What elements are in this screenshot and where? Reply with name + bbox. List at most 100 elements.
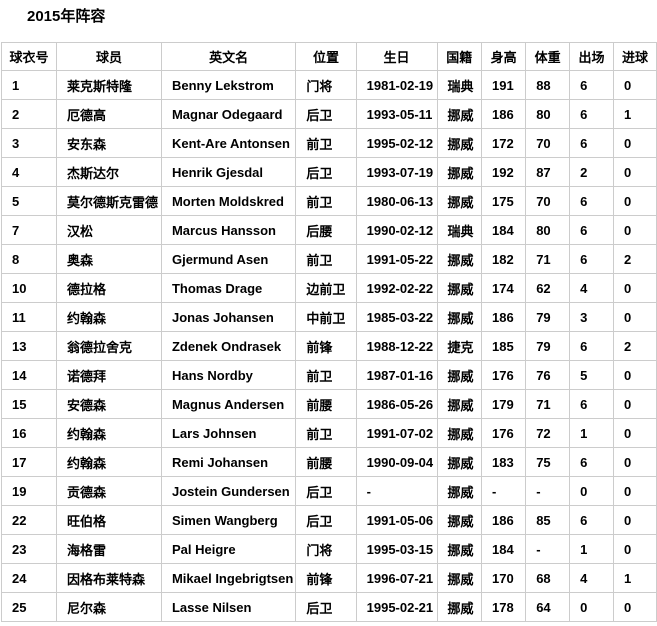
cell-goals: 0 [612,592,657,622]
table-row: 25 尼尔森 Lasse Nilsen 后卫 1995-02-21 挪威 178 64 0 0 [0,592,657,622]
cell-nationality: 挪威 [436,476,483,506]
cell-nationality: 挪威 [436,273,483,303]
cell-jersey-number: 23 [0,534,58,564]
cell-height: 183 [481,447,527,477]
cell-goals: 0 [612,215,657,245]
cell-jersey-number: 11 [0,302,58,332]
table-row: 1 莱克斯特隆 Benny Lekstrom 门将 1981-02-19 瑞典 191 88 6… [0,70,657,100]
col-header-english-name: 英文名 [160,42,297,71]
cell-nationality: 挪威 [436,128,483,158]
table-row: 19 贡德森 Jostein Gundersen 后卫 - 挪威 - -0 0 [0,476,657,506]
cell-weight: 87 [525,157,571,187]
cell-english-name: Zdenek Ondrasek [160,331,297,361]
cell-weight: 79 [525,331,571,361]
cell-jersey-number: 13 [0,331,58,361]
cell-position: 前锋 [295,563,357,593]
cell-position: 中前卫 [295,302,357,332]
cell-appearances: 5 [569,360,614,390]
cell-height: 179 [481,389,527,419]
cell-birthday: 1991-05-06 [355,505,438,535]
cell-weight: 76 [525,360,571,390]
cell-position: 后卫 [295,505,357,535]
cell-player-name: 约翰森 [56,447,162,477]
cell-nationality: 瑞典 [436,70,483,100]
cell-appearances: 6 [569,447,614,477]
cell-goals: 1 [612,99,657,129]
col-header-goals: 进球 [612,42,657,71]
cell-height: 192 [481,157,527,187]
cell-height: - [481,476,527,506]
cell-birthday: 1995-02-12 [355,128,438,158]
cell-english-name: Jostein Gundersen [160,476,297,506]
cell-jersey-number: 24 [0,563,58,593]
cell-nationality: 挪威 [436,447,483,477]
cell-english-name: Lars Johnsen [160,418,297,448]
cell-appearances: 0 [569,592,614,622]
cell-english-name: Mikael Ingebrigtsen [160,563,297,593]
cell-goals: 0 [612,128,657,158]
cell-nationality: 挪威 [436,534,483,564]
cell-weight: 75 [525,447,571,477]
table-row: 15 安德森 Magnus Andersen 前腰 1986-05-26 挪威 179 71 6… [0,389,657,419]
cell-goals: 0 [612,186,657,216]
cell-weight: 70 [525,186,571,216]
roster-table: 球衣号 球员 英文名 位置 生日 国籍 身高 体重 出场 进球 1 莱克斯特隆 Be… [0,42,657,622]
cell-jersey-number: 1 [0,70,58,100]
cell-player-name: 德拉格 [56,273,162,303]
cell-english-name: Jonas Johansen [160,302,297,332]
cell-weight: 79 [525,302,571,332]
table-row: 11 约翰森 Jonas Johansen 中前卫 1985-03-22 挪威 186 79 3… [0,302,657,332]
cell-appearances: 6 [569,244,614,274]
cell-position: 前卫 [295,418,357,448]
cell-birthday: 1991-05-22 [355,244,438,274]
table-row: 16 约翰森 Lars Johnsen 前卫 1991-07-02 挪威 176 72 1 0 [0,418,657,448]
cell-position: 后卫 [295,99,357,129]
cell-player-name: 杰斯达尔 [56,157,162,187]
cell-position: 后腰 [295,215,357,245]
cell-jersey-number: 15 [0,389,58,419]
cell-nationality: 挪威 [436,505,483,535]
table-row: 2 厄德高 Magnar Odegaard 后卫 1993-05-11 挪威 186 80 6 1 [0,99,657,129]
cell-jersey-number: 25 [0,592,58,622]
cell-jersey-number: 5 [0,186,58,216]
header-row: 球衣号 球员 英文名 位置 生日 国籍 身高 体重 出场 进球 [0,42,657,71]
cell-player-name: 尼尔森 [56,592,162,622]
cell-birthday: 1985-03-22 [355,302,438,332]
cell-position: 前卫 [295,244,357,274]
cell-nationality: 挪威 [436,389,483,419]
cell-english-name: Magnus Andersen [160,389,297,419]
cell-nationality: 挪威 [436,99,483,129]
col-header-player-name: 球员 [56,42,162,71]
table-row: 4 杰斯达尔 Henrik Gjesdal 后卫 1993-07-19 挪威 192 87 2 0 [0,157,657,187]
cell-english-name: Pal Heigre [160,534,297,564]
cell-jersey-number: 22 [0,505,58,535]
cell-jersey-number: 2 [0,99,58,129]
cell-height: 184 [481,215,527,245]
cell-height: 172 [481,128,527,158]
cell-position: 前腰 [295,447,357,477]
cell-weight: 71 [525,389,571,419]
cell-height: 186 [481,505,527,535]
cell-english-name: Remi Johansen [160,447,297,477]
cell-birthday: 1980-06-13 [355,186,438,216]
table-row: 3 安东森 Kent-Are Antonsen 前卫 1995-02-12 挪威 172 70… [0,128,657,158]
cell-goals: 0 [612,70,657,100]
cell-nationality: 挪威 [436,563,483,593]
cell-jersey-number: 19 [0,476,58,506]
cell-goals: 1 [612,563,657,593]
cell-english-name: Gjermund Asen [160,244,297,274]
cell-birthday: 1990-02-12 [355,215,438,245]
cell-height: 182 [481,244,527,274]
cell-player-name: 汉松 [56,215,162,245]
cell-birthday: - [355,476,438,506]
cell-position: 前锋 [295,331,357,361]
cell-height: 186 [481,99,527,129]
cell-position: 门将 [295,70,357,100]
cell-appearances: 3 [569,302,614,332]
cell-player-name: 约翰森 [56,302,162,332]
cell-weight: 85 [525,505,571,535]
cell-height: 175 [481,186,527,216]
cell-appearances: 6 [569,331,614,361]
cell-player-name: 安东森 [56,128,162,158]
